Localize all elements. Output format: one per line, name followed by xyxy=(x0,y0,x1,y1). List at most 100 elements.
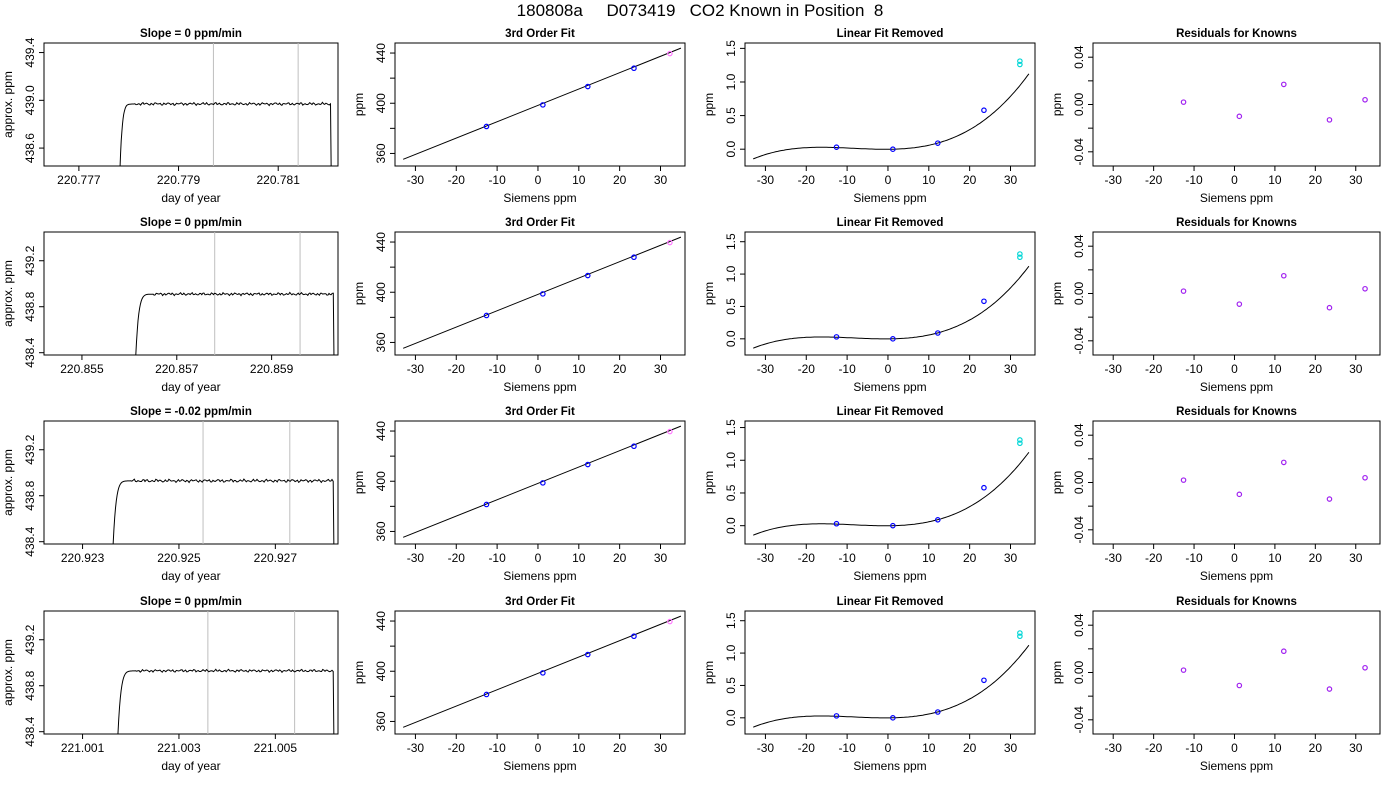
y-axis-label: ppm xyxy=(352,282,366,305)
x-tick-label: 10 xyxy=(922,551,936,565)
x-axis-label: Siemens ppm xyxy=(1200,191,1273,205)
y-tick-label: 0.00 xyxy=(1072,281,1086,305)
x-tick-label: 220.925 xyxy=(157,551,201,565)
data-point xyxy=(667,50,673,57)
x-axis-label: Siemens ppm xyxy=(503,759,576,773)
data-point xyxy=(584,461,591,468)
y-tick-label: 0.5 xyxy=(724,298,738,315)
plot-frame xyxy=(1092,42,1381,167)
residual-point xyxy=(1280,648,1287,655)
y-tick-label: 0.5 xyxy=(724,677,738,694)
y-tick-label: 439.2 xyxy=(23,434,37,464)
residual-point xyxy=(1362,285,1368,292)
x-tick-label: -10 xyxy=(838,362,856,376)
panel-title: Linear Fit Removed xyxy=(837,406,944,418)
x-tick-label: 10 xyxy=(572,741,586,755)
y-axis-label: approx. ppm xyxy=(1,639,15,706)
y-tick-label: 0.00 xyxy=(1072,660,1086,684)
residual-point xyxy=(1362,96,1368,103)
x-tick-label: -20 xyxy=(1145,362,1163,376)
x-tick-label: 221.005 xyxy=(254,741,298,755)
y-tick-label: 0.04 xyxy=(1072,613,1086,637)
data-point xyxy=(631,443,637,450)
plot-frame xyxy=(43,231,339,356)
x-tick-label: -30 xyxy=(1105,741,1123,755)
data-point xyxy=(890,715,896,721)
data-point xyxy=(584,651,591,658)
y-tick-label: 439.2 xyxy=(23,624,37,654)
plot-frame xyxy=(744,231,1036,356)
y-tick-label: 438.6 xyxy=(23,133,37,163)
x-tick-label: 20 xyxy=(963,362,977,376)
x-tick-label: -30 xyxy=(1105,173,1123,187)
residual-point xyxy=(1236,301,1243,307)
x-tick-label: 220.923 xyxy=(61,551,105,565)
y-tick-label: 0.0 xyxy=(724,517,738,534)
x-axis-label: Siemens ppm xyxy=(1200,380,1273,394)
y-tick-label: 438.4 xyxy=(23,716,37,746)
y-tick-label: 440 xyxy=(374,43,388,63)
x-tick-label: -10 xyxy=(488,741,506,755)
x-axis-label: Siemens ppm xyxy=(503,191,576,205)
data-point xyxy=(584,272,591,279)
raw-trace-panel: Slope = 0 ppm/min day of year approx. ppm 2… xyxy=(1,596,339,773)
residual-point xyxy=(1326,496,1333,502)
fit-panel: 3rd Order Fit Siemens ppm ppm -30 -20 -10 0 10 2… xyxy=(352,217,686,394)
y-tick-label: 439.0 xyxy=(23,85,37,115)
y-tick-label: 1.5 xyxy=(724,419,738,436)
data-point xyxy=(890,336,896,342)
x-tick-label: 0 xyxy=(885,551,892,565)
panel-title: Residuals for Knowns xyxy=(1176,217,1297,229)
data-point xyxy=(981,298,987,305)
data-point xyxy=(667,428,673,435)
y-tick-label: 0.00 xyxy=(1072,470,1086,494)
x-tick-label: -10 xyxy=(1185,362,1203,376)
plot-frame xyxy=(1092,231,1381,356)
x-tick-label: -20 xyxy=(798,362,816,376)
x-tick-label: 20 xyxy=(613,173,627,187)
x-tick-label: -10 xyxy=(838,741,856,755)
residual-point xyxy=(1280,81,1287,88)
data-point xyxy=(631,633,637,640)
y-tick-label: 0.5 xyxy=(724,107,738,124)
raw-trace-panel: Slope = -0.02 ppm/min day of year approx. … xyxy=(1,406,339,583)
y-tick-label: 438.8 xyxy=(23,480,37,510)
data-point xyxy=(934,140,941,146)
x-tick-label: -30 xyxy=(757,362,775,376)
plot-frame xyxy=(1092,420,1381,545)
panel-title: 3rd Order Fit xyxy=(505,596,575,608)
x-axis-label: Siemens ppm xyxy=(853,380,926,394)
x-tick-label: 30 xyxy=(1004,362,1018,376)
x-tick-label: 0 xyxy=(1231,551,1238,565)
y-tick-label: -0.04 xyxy=(1072,516,1086,544)
y-axis-label: ppm xyxy=(702,661,716,684)
x-tick-label: -20 xyxy=(448,173,466,187)
plot-frame xyxy=(1092,610,1381,735)
y-tick-label: 439.4 xyxy=(23,37,37,67)
y-tick-label: 360 xyxy=(374,711,388,731)
panel-title: Linear Fit Removed xyxy=(837,217,944,229)
x-axis-label: Siemens ppm xyxy=(1200,569,1273,583)
plot-frame xyxy=(394,610,686,735)
data-point xyxy=(981,107,987,114)
fit-panel: 3rd Order Fit Siemens ppm ppm -30 -20 -10 0 10 2… xyxy=(352,406,686,583)
x-tick-label: 10 xyxy=(1268,741,1282,755)
data-point xyxy=(631,254,637,261)
data-point xyxy=(483,691,490,698)
x-tick-label: -30 xyxy=(757,551,775,565)
x-tick-label: 10 xyxy=(922,173,936,187)
y-tick-label: 1.0 xyxy=(724,265,738,282)
y-tick-label: 0.0 xyxy=(724,141,738,158)
x-tick-label: -30 xyxy=(407,741,425,755)
panel-title: Slope = 0 ppm/min xyxy=(140,28,242,40)
x-tick-label: 221.003 xyxy=(157,741,201,755)
x-axis-label: day of year xyxy=(161,191,220,205)
residuals-panel: Residuals for Knowns Siemens ppm ppm -30 -20… xyxy=(1050,596,1381,773)
x-tick-label: 0 xyxy=(1231,741,1238,755)
x-tick-label: -10 xyxy=(488,362,506,376)
fit-curve xyxy=(753,265,1030,349)
y-axis-label: ppm xyxy=(702,282,716,305)
y-tick-label: -0.04 xyxy=(1072,327,1086,355)
y-tick-label: 400 xyxy=(374,282,388,302)
